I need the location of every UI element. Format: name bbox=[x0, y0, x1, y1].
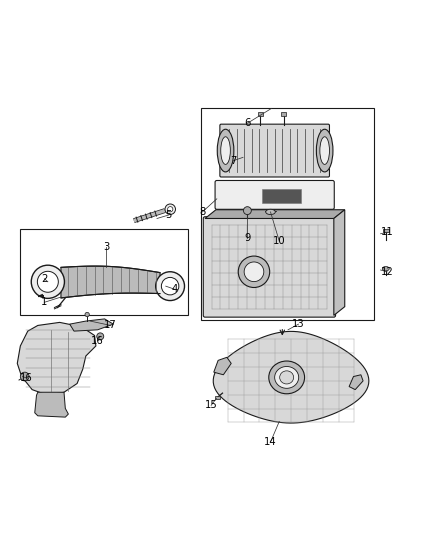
Text: 5: 5 bbox=[166, 210, 172, 220]
Circle shape bbox=[37, 271, 58, 292]
FancyBboxPatch shape bbox=[215, 181, 334, 209]
Polygon shape bbox=[70, 319, 113, 331]
Text: 12: 12 bbox=[381, 266, 393, 277]
Ellipse shape bbox=[269, 361, 304, 394]
Ellipse shape bbox=[266, 209, 276, 215]
Text: 13: 13 bbox=[292, 319, 305, 329]
Text: 9: 9 bbox=[244, 233, 251, 243]
Bar bbox=[262, 189, 301, 203]
FancyBboxPatch shape bbox=[220, 124, 329, 177]
Text: 3: 3 bbox=[103, 242, 110, 252]
Ellipse shape bbox=[221, 137, 230, 164]
Text: 6: 6 bbox=[244, 118, 251, 128]
Circle shape bbox=[85, 312, 89, 317]
Polygon shape bbox=[17, 322, 96, 395]
Text: 15: 15 bbox=[205, 400, 218, 410]
Bar bbox=[215, 396, 220, 399]
Circle shape bbox=[97, 333, 104, 340]
Text: 4: 4 bbox=[171, 284, 177, 294]
Circle shape bbox=[161, 277, 179, 295]
Bar bbox=[20, 229, 188, 316]
Circle shape bbox=[20, 372, 29, 381]
Polygon shape bbox=[61, 266, 160, 298]
Ellipse shape bbox=[217, 129, 234, 172]
Circle shape bbox=[155, 272, 184, 301]
Polygon shape bbox=[35, 392, 68, 417]
Text: 2: 2 bbox=[41, 274, 48, 284]
Ellipse shape bbox=[320, 137, 329, 164]
Polygon shape bbox=[214, 357, 231, 375]
Bar bbox=[281, 112, 286, 116]
Circle shape bbox=[31, 265, 64, 298]
Ellipse shape bbox=[382, 266, 389, 271]
Ellipse shape bbox=[244, 262, 264, 281]
Text: 16: 16 bbox=[91, 336, 104, 346]
Ellipse shape bbox=[316, 129, 333, 172]
Text: 1: 1 bbox=[41, 297, 48, 308]
Text: 11: 11 bbox=[381, 228, 393, 237]
Polygon shape bbox=[205, 210, 345, 219]
FancyBboxPatch shape bbox=[203, 217, 336, 317]
Text: 10: 10 bbox=[273, 236, 286, 246]
Ellipse shape bbox=[238, 256, 270, 287]
Ellipse shape bbox=[280, 371, 293, 384]
Polygon shape bbox=[349, 375, 363, 390]
Text: 14: 14 bbox=[264, 437, 277, 447]
Bar bbox=[258, 112, 263, 116]
Text: 8: 8 bbox=[199, 207, 205, 217]
Text: 16: 16 bbox=[20, 373, 32, 383]
Text: 7: 7 bbox=[230, 156, 236, 166]
Bar bbox=[201, 108, 374, 320]
Circle shape bbox=[165, 204, 176, 214]
Polygon shape bbox=[334, 210, 345, 316]
Circle shape bbox=[244, 207, 251, 215]
Text: 17: 17 bbox=[104, 320, 117, 330]
Bar bbox=[383, 229, 389, 232]
Ellipse shape bbox=[275, 367, 299, 389]
Circle shape bbox=[168, 207, 173, 212]
Polygon shape bbox=[213, 332, 369, 423]
